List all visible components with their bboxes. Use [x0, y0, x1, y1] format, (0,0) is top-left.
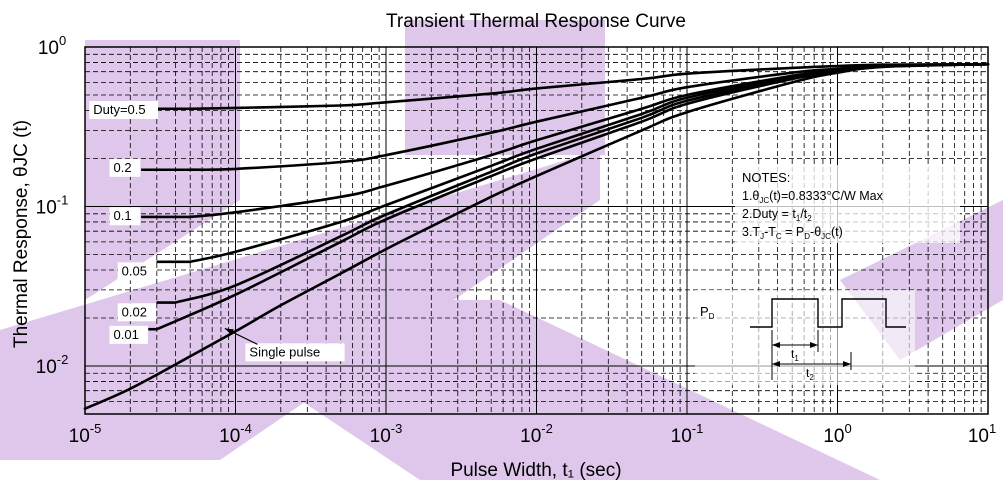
- series-label-bg-4: [117, 262, 157, 281]
- t2-arrow-right: [843, 361, 851, 367]
- series-label-5: 0.02: [122, 304, 147, 319]
- notes-title: NOTES:: [742, 170, 790, 185]
- t2-arrow-left: [772, 361, 780, 367]
- x-axis-label: Pulse Width, t₁ (sec): [450, 460, 621, 481]
- pd-label-sub: D: [709, 312, 715, 321]
- pulse-waveform: [750, 298, 906, 328]
- series-label-bg-1: [89, 101, 159, 120]
- series-label-3: 0.1: [114, 208, 132, 223]
- x-tick-label: 10-5: [69, 421, 102, 447]
- y-axis-label: Thermal Response, θJC (t): [11, 120, 32, 348]
- t2-label-main: t: [806, 366, 810, 380]
- pulse-diagram: PD t1 t2: [695, 290, 915, 385]
- t1-label-main: t: [791, 347, 795, 361]
- single-pulse-arrow: [224, 327, 258, 345]
- x-tick-label: 10-2: [520, 421, 553, 447]
- notes-line-1-a: 1.θ: [742, 189, 759, 203]
- x-tick-labels: 10-5 10-4 10-3 10-2 10-1 100 101: [69, 421, 997, 447]
- watermark-shapes: [0, 20, 1003, 480]
- notes-line-2: 2.Duty = t1/t2: [742, 207, 812, 223]
- series-group: [83, 62, 990, 410]
- series-label-bg-3: [109, 207, 141, 226]
- t1-label: t1: [791, 347, 799, 363]
- series-label-2: 0.2: [114, 160, 132, 175]
- notes-line-3-sub3: D: [804, 232, 810, 241]
- notes-line-1-b: (t)=0.8333°C/W Max: [769, 189, 883, 203]
- notes-line-3-mid1: -T: [764, 225, 776, 239]
- series-label-1: Duty=0.5: [93, 102, 145, 117]
- notes-background: [735, 165, 960, 243]
- notes-line-3-sub4: JC: [821, 232, 831, 241]
- y-tick-label: 10-2: [36, 352, 69, 378]
- chart-title: Transient Thermal Response Curve: [386, 11, 686, 32]
- series-label-6: 0.01: [114, 327, 139, 342]
- series-label-7: Single pulse: [249, 344, 320, 359]
- notes-line-2-mid: /t: [800, 207, 807, 221]
- watermark-center-block: [405, 20, 605, 155]
- notes-line-1: 1.θJC(t)=0.8333°C/W Max: [742, 189, 884, 205]
- notes-line-2-sub2: 2: [807, 214, 812, 223]
- y-tick-label: 100: [38, 33, 66, 59]
- t2-label: t2: [806, 366, 814, 382]
- notes-line-3-c: (t): [831, 225, 843, 239]
- series-label-bg-2: [109, 158, 141, 177]
- series-curve-7: [83, 62, 990, 410]
- y-tick-labels: 10-2 10-1 100: [36, 33, 69, 378]
- notes-box: NOTES: 1.θJC(t)=0.8333°C/W Max 2.Duty = …: [735, 165, 960, 243]
- notes-line-1-sub: JC: [759, 196, 769, 205]
- notes-line-3-sub1: J: [760, 232, 764, 241]
- notes-line-2-sub1: 1: [796, 214, 801, 223]
- x-tick-label: 10-1: [671, 421, 704, 447]
- x-tick-label: 10-3: [370, 421, 403, 447]
- pd-label-main: P: [700, 304, 709, 319]
- pulse-diagram-background: [695, 290, 915, 385]
- notes-line-2-a: 2.Duty = t: [742, 207, 796, 221]
- y-tick-label: 10-1: [36, 192, 69, 218]
- x-tick-label: 10-4: [219, 421, 252, 447]
- pd-label: PD: [700, 304, 715, 321]
- single-pulse-arrow-head: [224, 328, 234, 335]
- notes-line-3-b: -θ: [810, 225, 821, 239]
- series-label-4: 0.05: [122, 263, 147, 278]
- t1-arrow-right: [810, 342, 818, 348]
- series-labels: Duty=0.5 0.2 0.1 0.05 0.02 0.01 Single pulse: [89, 101, 345, 362]
- notes-line-3-mid2: = P: [782, 225, 805, 239]
- series-label-bg-7: [245, 343, 345, 362]
- series-label-bg-6: [109, 325, 148, 344]
- series-curve-1: [188, 62, 990, 111]
- notes-line-3-sub2: C: [776, 232, 782, 241]
- t1-arrow-left: [772, 342, 780, 348]
- notes-line-3-a: 3.T: [742, 225, 760, 239]
- x-tick-label: 100: [823, 421, 851, 447]
- plot-frame: [84, 46, 989, 415]
- t2-label-sub: 2: [809, 373, 814, 382]
- series-label-bg-5: [117, 303, 157, 322]
- x-tick-label: 101: [968, 421, 996, 447]
- notes-line-3: 3.TJ-TC = PD-θJC(t): [742, 225, 843, 241]
- t1-label-sub: 1: [794, 354, 799, 363]
